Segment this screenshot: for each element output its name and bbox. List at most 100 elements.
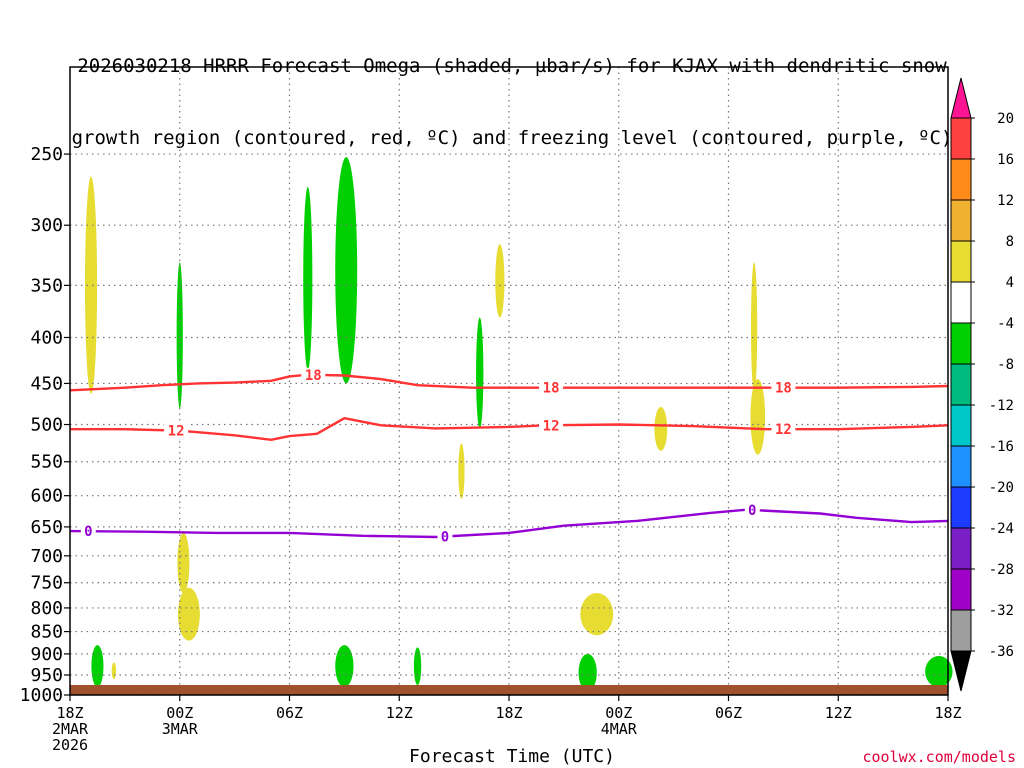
chart-title: 2026030218 HRRR Forecast Omega (shaded, …: [0, 6, 1024, 174]
ytick-label: 850: [30, 622, 63, 643]
gridlines: [70, 67, 948, 696]
contour-label: 0: [441, 529, 449, 545]
ytick-label: 750: [30, 573, 63, 594]
ytick-label: 350: [30, 275, 63, 296]
xtick-label: 2MAR: [52, 720, 89, 738]
colorbar-box: [950, 527, 972, 570]
ytick-label: 250: [30, 144, 63, 165]
xtick-label: 2026: [52, 736, 88, 754]
colorbar-label: -4: [997, 316, 1014, 332]
ytick-label: 300: [30, 215, 63, 236]
ytick-label: 500: [30, 415, 63, 436]
ytick-label: 550: [30, 452, 63, 473]
colorbar-label: -36: [989, 644, 1014, 660]
contour-label: 18: [543, 381, 560, 397]
contour-label-bg: [744, 503, 760, 518]
colorbar-box: [950, 199, 972, 242]
colorbar-label: -12: [989, 398, 1014, 414]
tick-labels: 2503003504004505005506006507007508008509…: [20, 144, 962, 754]
contour-label: 18: [305, 368, 322, 384]
omega-region-sinking-15: [413, 647, 422, 686]
colorbar-label: 4: [1006, 275, 1014, 291]
ytick-label: 700: [30, 546, 63, 567]
colorbar-label: 12: [997, 193, 1014, 209]
contour-0: [69, 508, 949, 539]
colorbar-box: [950, 322, 972, 365]
xtick-label: 18Z: [56, 704, 83, 722]
omega-region-rising-3: [177, 587, 200, 641]
omega-region-rising-1: [111, 662, 117, 680]
contour-label-bg: [80, 524, 96, 539]
omega-region-sinking-17: [578, 653, 597, 692]
ground-strip: [70, 685, 948, 695]
omega-region-rising-2: [177, 532, 190, 594]
ytick-label: 900: [30, 644, 63, 665]
colorbar-box: [950, 240, 972, 283]
omega-region-sinking-10: [91, 645, 104, 688]
colorbar-label: -32: [989, 603, 1014, 619]
omega-region-rising-8: [750, 262, 758, 392]
colorbar-label: 20: [997, 111, 1014, 127]
omega-region-rising-9: [750, 379, 766, 455]
contour-label-bg: [771, 422, 796, 437]
colorbar-box: [950, 609, 972, 652]
omega-region-rising-5: [495, 244, 505, 318]
xtick-label: 06Z: [276, 704, 303, 722]
xtick-label: 12Z: [386, 704, 413, 722]
contour--18: [69, 373, 949, 392]
colorbar-box: [950, 281, 972, 324]
colorbar: 20 16 12 8 4 -4 -8 -12 -16 -20 -24 -28 -32 -36: [950, 77, 1014, 692]
colorbar-label: -16: [989, 439, 1014, 455]
xtick-label: 4MAR: [601, 720, 638, 738]
ytick-label: 400: [30, 327, 63, 348]
colorbar-label: 8: [1006, 234, 1014, 250]
colorbar-box: [950, 568, 972, 611]
xtick-label: 12Z: [825, 704, 852, 722]
contour-label-bg: [771, 380, 796, 395]
xtick-label: 06Z: [715, 704, 742, 722]
xtick-label: 18Z: [495, 704, 522, 722]
contour-label: 12: [775, 422, 792, 438]
colorbar-label: -28: [989, 562, 1014, 578]
contour-label: 18: [775, 381, 792, 397]
ytick-label: 950: [30, 665, 63, 686]
contour-label: 0: [84, 524, 92, 540]
colorbar-box: [950, 363, 972, 406]
omega-region-rising-6: [580, 593, 614, 636]
contour-label: 12: [543, 418, 560, 434]
colorbar-box: [950, 486, 972, 529]
colorbar-box: [950, 117, 972, 160]
omega-shading-layer: [84, 157, 953, 692]
ytick-label: 650: [30, 517, 63, 538]
colorbar-bottom-arrow: [950, 650, 972, 692]
xtick-label: 00Z: [605, 704, 632, 722]
contour-label: 0: [748, 503, 756, 519]
xtick-label: 18Z: [934, 704, 961, 722]
contour-label-bg: [539, 418, 564, 433]
colorbar-box: [950, 445, 972, 488]
colorbar-label: -24: [989, 521, 1014, 537]
contour-label-bg: [437, 529, 453, 544]
contour-label-bg: [164, 423, 189, 438]
colorbar-box: [950, 158, 972, 201]
xtick-label: 3MAR: [162, 720, 199, 738]
omega-region-rising-0: [84, 176, 98, 394]
omega-region-sinking-14: [335, 645, 354, 688]
omega-region-rising-4: [458, 443, 465, 499]
colorbar-box: [950, 404, 972, 447]
ytick-label: 1000: [20, 685, 63, 706]
omega-region-sinking-11: [176, 262, 183, 409]
site-credit: coolwx.com/models: [862, 748, 1016, 766]
omega-region-sinking-18: [925, 656, 953, 688]
omega-region-sinking-16: [476, 317, 484, 429]
ground-band: [70, 685, 948, 695]
chart-title-line1: 2026030218 HRRR Forecast Omega (shaded, …: [77, 55, 947, 77]
ytick-label: 450: [30, 373, 63, 394]
colorbar-label: -8: [997, 357, 1014, 373]
x-axis-label: Forecast Time (UTC): [409, 746, 615, 767]
contour-label-bg: [301, 367, 326, 382]
contour-layer: 18 18 18 12 12 12 0 0 0: [69, 367, 949, 545]
xtick-label: 00Z: [166, 704, 193, 722]
colorbar-top-arrow: [950, 77, 972, 119]
